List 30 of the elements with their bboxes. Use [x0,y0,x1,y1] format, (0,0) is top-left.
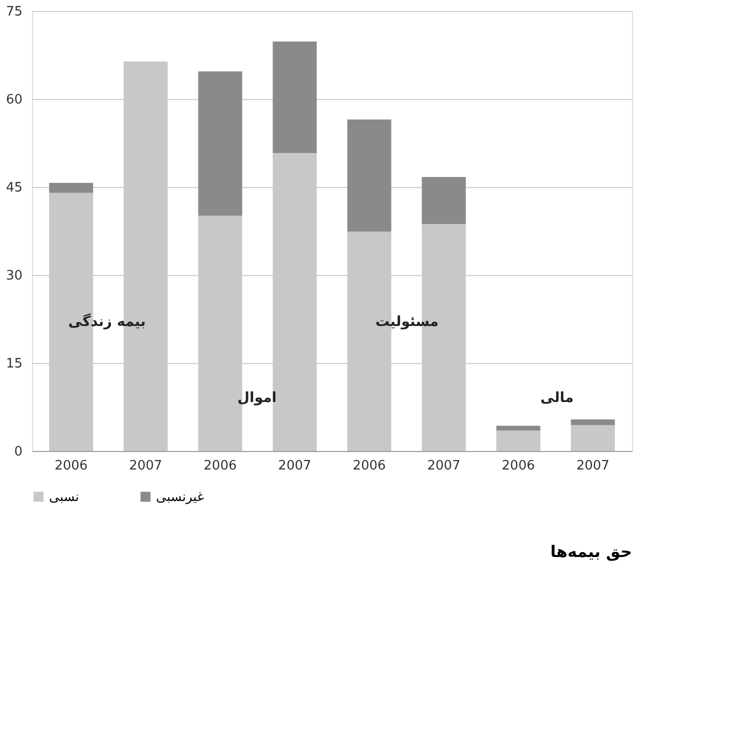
x-tick-label: 2007 [129,458,162,474]
y-tick-label: 45 [6,180,22,196]
bar [347,120,392,232]
annotation: مسئولیت [375,314,439,330]
x-tick-label: 2006 [54,458,88,474]
x-tick-label: 2007 [576,458,610,474]
bar [272,42,317,153]
legend-label: غیرنسبی [156,490,204,505]
x-tick-label: 2007 [427,458,460,474]
x-tick-label: 2006 [352,458,386,474]
bar [570,425,615,451]
annotation: بیمه زندگی [68,312,146,330]
y-tick-label: 30 [6,268,22,284]
x-tick-label: 2006 [204,458,237,474]
y-tick-label: 60 [6,92,22,108]
annotation: اموال [237,390,277,406]
text: حق بیمه‌ها [550,542,632,561]
bar [198,71,242,216]
x-tick-label: 2007 [278,458,312,474]
annotation: مالی [540,390,574,406]
y-tick-label: 75 [6,4,22,20]
y-tick-label: 0 [14,444,22,460]
bar [49,182,94,193]
y-tick-label: 15 [6,356,22,372]
x-tick-label: 2006 [502,458,535,474]
bar [422,177,466,224]
bar [570,419,615,426]
bar [496,430,540,451]
legend-label: نسبی [49,490,79,505]
bar [496,426,540,430]
